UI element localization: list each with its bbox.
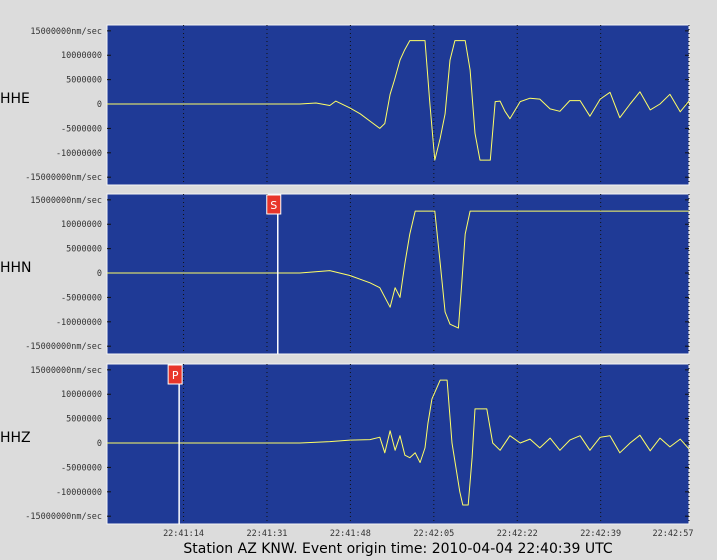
- waveform: [107, 210, 689, 329]
- pick-label: S: [270, 199, 277, 212]
- y-tick-label: -15000000nm/sec: [25, 342, 102, 352]
- waveform: [107, 379, 690, 506]
- y-tick-label: 0: [97, 100, 102, 110]
- channel-label: HHE: [0, 91, 30, 107]
- y-tick-label: 10000000: [61, 220, 102, 230]
- y-tick-label: 15000000nm/sec: [30, 366, 102, 376]
- y-tick-label: -10000000: [56, 318, 102, 328]
- pick-marker: [266, 194, 282, 215]
- x-tick-label: 22:41:31: [246, 529, 287, 539]
- x-tick-label: 22:42:22: [497, 529, 538, 539]
- y-tick-label: 10000000: [61, 390, 102, 400]
- y-tick-label: -5000000: [61, 124, 102, 134]
- y-tick-label: 15000000nm/sec: [30, 27, 102, 37]
- y-tick-label: -5000000: [61, 293, 102, 303]
- y-tick-label: -10000000: [56, 149, 102, 159]
- x-tick-label: 22:42:57: [653, 529, 694, 539]
- plot-area: [106, 363, 690, 525]
- y-tick-label: 5000000: [66, 415, 102, 425]
- y-tick-label: 10000000: [61, 51, 102, 61]
- x-tick-label: 22:42:39: [580, 529, 621, 539]
- y-tick-label: 0: [97, 439, 102, 449]
- y-tick-label: -5000000: [61, 463, 102, 473]
- channel-label: HHN: [0, 260, 32, 276]
- y-tick-label: 5000000: [66, 245, 102, 255]
- y-tick-label: 0: [97, 269, 102, 279]
- waveform: [107, 40, 690, 161]
- pick-label: P: [172, 369, 179, 382]
- x-tick-label: 22:41:48: [330, 529, 371, 539]
- y-tick-label: 5000000: [66, 76, 102, 86]
- plot-area: [106, 24, 690, 186]
- x-tick-label: 22:41:14: [163, 529, 204, 539]
- x-tick-label: 22:42:05: [413, 529, 454, 539]
- pick-marker: [167, 364, 183, 385]
- caption: Station AZ KNW. Event origin time: 2010-…: [183, 541, 612, 557]
- y-tick-label: -15000000nm/sec: [25, 173, 102, 183]
- y-tick-label: -15000000nm/sec: [25, 512, 102, 522]
- y-tick-label: 15000000nm/sec: [30, 196, 102, 206]
- y-tick-label: -10000000: [56, 488, 102, 498]
- plot-area: [106, 193, 690, 355]
- channel-label: HHZ: [0, 430, 31, 446]
